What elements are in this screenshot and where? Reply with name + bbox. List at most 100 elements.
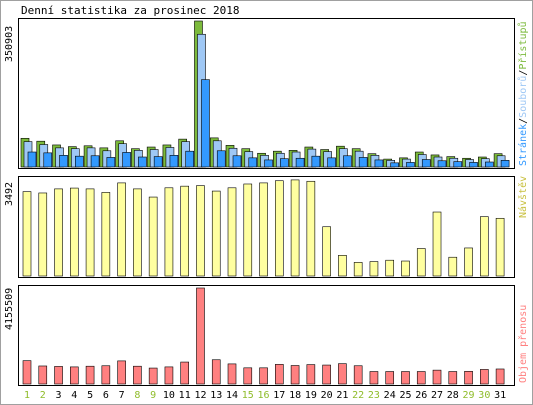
hits-bar-pages — [469, 162, 478, 168]
hits-bar-pages — [437, 160, 447, 168]
day-tick-label: 9 — [150, 390, 156, 401]
visits-bar — [38, 192, 48, 277]
hits-bar-pages — [343, 155, 352, 168]
legend-pages: Stránek — [517, 124, 529, 166]
hits-bar-pages — [406, 162, 415, 168]
day-tick-label: 21 — [336, 390, 348, 401]
hits-bar-pages — [421, 159, 431, 168]
visits-bars — [22, 179, 505, 277]
day-tick-label: 10 — [163, 390, 175, 401]
day-tick-label: 5 — [87, 390, 93, 401]
visits-bar — [259, 182, 268, 277]
volume-bar — [196, 287, 205, 385]
visits-bar — [243, 183, 253, 277]
day-tick-label: 22 — [352, 390, 364, 401]
day-tick-label: 31 — [494, 390, 506, 401]
volume-bar — [211, 359, 221, 385]
volume-panel-frame — [18, 285, 515, 386]
visits-bar — [196, 185, 205, 277]
day-tick-label: 1 — [24, 390, 30, 401]
visits-bar — [101, 192, 111, 277]
hits-bar-pages — [485, 161, 494, 168]
volume-bar — [448, 371, 458, 385]
visits-bar — [480, 216, 489, 277]
hits-bar-pages — [327, 157, 336, 168]
volume-bar — [148, 367, 158, 385]
hits-bar-pages — [374, 159, 384, 168]
volume-bar — [54, 366, 63, 385]
day-tick-label: 27 — [431, 390, 443, 401]
visits-bar — [117, 182, 126, 277]
visits-bar — [54, 188, 63, 277]
day-tick-label: 24 — [384, 390, 396, 401]
hits-bar-pages — [500, 160, 510, 168]
legend-separator-1: / — [518, 118, 529, 124]
hits-bar-pages — [153, 156, 163, 168]
day-tick-label: 8 — [134, 390, 140, 401]
legend-access: Přístupů — [517, 21, 529, 69]
day-tick-label: 11 — [179, 390, 191, 401]
volume-bar — [385, 371, 395, 385]
volume-ymax-label: 4155509 — [4, 288, 15, 330]
day-tick-label: 2 — [40, 390, 46, 401]
day-tick-label: 20 — [321, 390, 333, 401]
hits-bar-pages — [27, 151, 37, 168]
visits-bar — [180, 185, 189, 277]
volume-bar — [401, 371, 410, 385]
visits-bar — [211, 190, 221, 277]
visits-bar — [495, 217, 505, 277]
hits-bar-pages — [138, 156, 147, 168]
volume-bar — [290, 365, 300, 385]
day-tick-label: 7 — [119, 390, 125, 401]
hits-bar-pages — [264, 159, 273, 168]
volume-bar — [243, 367, 253, 385]
volume-bar — [22, 360, 32, 385]
hits-bar-pages — [59, 155, 68, 168]
volume-bar — [117, 360, 126, 385]
visits-bar — [369, 261, 379, 277]
volume-bar — [322, 364, 331, 385]
hits-bar-pages — [106, 157, 116, 168]
visits-ymax-label: 3492 — [4, 182, 15, 206]
volume-bar — [85, 365, 95, 385]
visits-bar — [464, 247, 473, 277]
day-tick-labels: 1 2 3 4 5 6 7 8 9 10 11 12 13 14 15 16 17 18 19 20 21 22 23 24 2… — [24, 390, 506, 401]
visits-bar — [164, 187, 174, 277]
day-tick-label: 28 — [447, 390, 459, 401]
hits-bar-pages — [75, 155, 84, 168]
day-tick-label: 6 — [103, 390, 109, 401]
hits-bar-pages — [169, 155, 179, 168]
hits-bar-pages — [185, 150, 194, 168]
day-tick-label: 25 — [399, 390, 411, 401]
volume-bar — [432, 369, 442, 385]
hits-bar-pages — [295, 157, 305, 168]
volume-bar — [306, 364, 316, 385]
volume-bar — [38, 365, 48, 385]
visits-bar — [353, 262, 363, 277]
visits-bar — [432, 211, 442, 277]
hits-ymax-label: 350903 — [4, 26, 15, 62]
day-tick-label: 12 — [194, 390, 206, 401]
hits-bar-pages — [122, 152, 131, 168]
volume-bar — [164, 366, 174, 385]
visits-bar — [70, 187, 79, 277]
visits-bar — [227, 187, 237, 277]
visits-legend: Návštěv — [517, 176, 529, 218]
volume-bar — [338, 363, 347, 385]
volume-bar — [275, 364, 284, 385]
hits-bar-pages — [280, 158, 289, 168]
hits-bar-pages — [43, 152, 53, 168]
hits-bar-pages — [232, 155, 242, 168]
visits-bar — [385, 259, 395, 277]
volume-bar — [480, 369, 489, 385]
hits-panel-frame — [18, 18, 515, 169]
day-tick-label: 4 — [71, 390, 77, 401]
volume-bar — [495, 368, 505, 385]
visits-bar — [448, 256, 458, 277]
volume-bar — [353, 365, 363, 385]
legend-separator-2: / — [518, 70, 529, 76]
day-tick-label: 23 — [368, 390, 380, 401]
day-tick-label: 30 — [478, 390, 490, 401]
visits-bar — [306, 180, 316, 277]
